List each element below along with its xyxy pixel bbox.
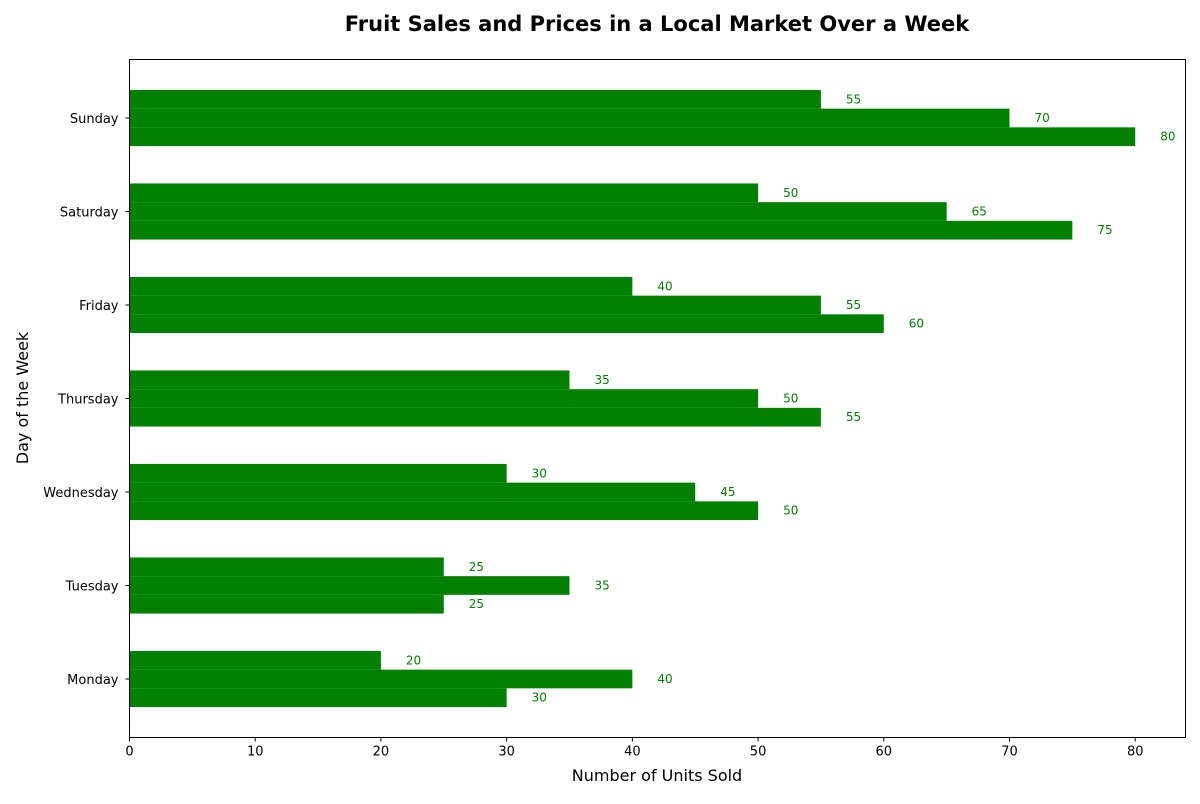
data-label-saturday-s1: 50 xyxy=(783,186,798,200)
bar-tuesday-s3 xyxy=(129,594,444,614)
x-axis-label: Number of Units Sold xyxy=(572,766,742,785)
x-tick-label: 40 xyxy=(624,745,641,760)
bar-monday-s2 xyxy=(129,669,633,689)
x-tick-label: 10 xyxy=(247,745,264,760)
data-label-thursday-s1: 35 xyxy=(595,373,610,387)
y-tick-label-wednesday: Wednesday xyxy=(43,486,119,501)
bar-friday-s3 xyxy=(129,314,884,334)
data-label-monday-s2: 40 xyxy=(657,672,672,686)
data-label-wednesday-s3: 50 xyxy=(783,504,798,518)
bar-wednesday-s2 xyxy=(129,482,696,502)
bar-thursday-s1 xyxy=(129,370,570,390)
x-tick-label: 30 xyxy=(498,745,515,760)
bar-friday-s1 xyxy=(129,276,633,296)
data-label-friday-s2: 55 xyxy=(846,298,861,312)
y-axis: Monday Tuesday Wednesday Thursday Friday Satu… xyxy=(43,112,130,688)
x-axis: 0 10 20 30 40 50 60 70 80 xyxy=(125,737,1144,760)
data-label-friday-s1: 40 xyxy=(657,279,672,293)
bars-layer xyxy=(129,89,1136,708)
x-tick-label: 80 xyxy=(1127,745,1144,760)
data-label-tuesday-s3: 25 xyxy=(469,597,484,611)
bar-sunday-s2 xyxy=(129,108,1010,128)
bar-monday-s3 xyxy=(129,688,507,708)
y-tick-label-friday: Friday xyxy=(79,299,119,314)
bar-sunday-s3 xyxy=(129,127,1136,147)
bar-saturday-s2 xyxy=(129,202,947,221)
data-label-saturday-s3: 75 xyxy=(1097,223,1112,237)
data-label-monday-s1: 20 xyxy=(406,653,421,667)
data-label-wednesday-s1: 30 xyxy=(532,466,547,480)
x-tick-label: 60 xyxy=(876,745,893,760)
y-tick-label-monday: Monday xyxy=(67,673,119,688)
bar-saturday-s1 xyxy=(129,183,759,203)
data-label-wednesday-s2: 45 xyxy=(720,485,735,499)
x-tick-label: 70 xyxy=(1001,745,1018,760)
y-tick-label-saturday: Saturday xyxy=(60,206,119,221)
bar-saturday-s3 xyxy=(129,220,1073,240)
data-label-sunday-s3: 80 xyxy=(1160,130,1175,144)
y-tick-label-thursday: Thursday xyxy=(57,393,119,408)
y-tick-label-tuesday: Tuesday xyxy=(65,580,119,595)
chart-title: Fruit Sales and Prices in a Local Market… xyxy=(345,12,970,36)
data-label-friday-s3: 60 xyxy=(909,317,924,331)
bar-tuesday-s2 xyxy=(129,576,570,595)
x-tick-label: 20 xyxy=(373,745,390,760)
y-tick-label-sunday: Sunday xyxy=(70,112,119,127)
data-label-thursday-s2: 50 xyxy=(783,392,798,406)
x-tick-label: 0 xyxy=(125,745,133,760)
data-label-tuesday-s1: 25 xyxy=(469,560,484,574)
bar-friday-s2 xyxy=(129,295,821,315)
x-tick-label: 50 xyxy=(750,745,767,760)
bar-sunday-s1 xyxy=(129,89,821,109)
data-label-saturday-s2: 65 xyxy=(972,205,987,219)
data-label-sunday-s2: 70 xyxy=(1035,111,1050,125)
bar-monday-s1 xyxy=(129,650,381,670)
bar-tuesday-s1 xyxy=(129,557,444,577)
y-axis-label: Day of the Week xyxy=(13,331,32,464)
data-label-sunday-s1: 55 xyxy=(846,92,861,106)
bar-thursday-s2 xyxy=(129,389,759,408)
bar-wednesday-s1 xyxy=(129,463,507,483)
bar-wednesday-s3 xyxy=(129,501,759,521)
bar-thursday-s3 xyxy=(129,407,821,427)
data-label-monday-s3: 30 xyxy=(532,691,547,705)
data-label-tuesday-s2: 35 xyxy=(595,579,610,593)
data-label-thursday-s3: 55 xyxy=(846,410,861,424)
data-labels-layer: 20 25 30 35 40 50 55 40 35 45 50 55 65 70 30 25 50 55 60 75… xyxy=(406,92,1176,704)
